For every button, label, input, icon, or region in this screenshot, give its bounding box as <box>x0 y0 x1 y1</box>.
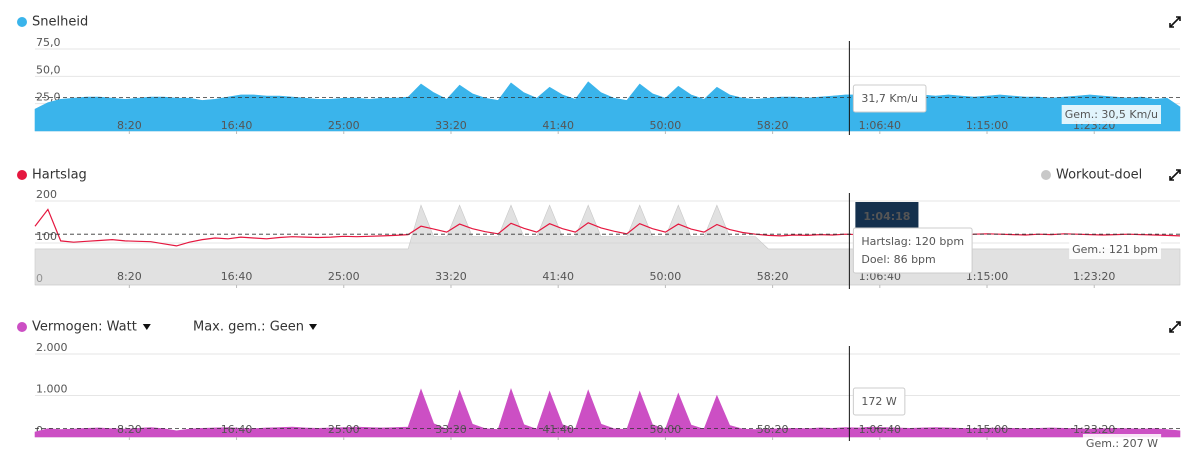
legend-label[interactable]: Vermogen: Watt <box>32 320 137 335</box>
average-box <box>1082 434 1162 453</box>
expand-icon[interactable] <box>1169 16 1181 28</box>
area-series <box>34 387 1181 438</box>
x-tick-label: 1:15:00 <box>966 423 1008 436</box>
x-tick-label: 50:00 <box>650 119 682 132</box>
y-tick-label: 100 <box>36 230 57 243</box>
legend-dot <box>17 17 27 27</box>
x-tick-label: 16:40 <box>221 270 253 283</box>
tooltip-text: Hartslag: 120 bpm <box>861 235 964 248</box>
x-tick-label: 8:20 <box>117 270 142 283</box>
x-tick-label: 33:20 <box>435 270 467 283</box>
x-tick-label: 25:00 <box>328 423 360 436</box>
tooltip-box <box>852 387 906 416</box>
selector-label[interactable]: Max. gem.: Geen <box>193 320 304 335</box>
average-box <box>1061 105 1161 124</box>
legend-dot <box>17 322 27 332</box>
y-tick-label: 25,0 <box>36 91 61 104</box>
legend-label: Hartslag <box>32 168 87 183</box>
tooltip-box <box>852 227 973 274</box>
cursor-time: 1:04:18 <box>863 210 910 223</box>
x-tick-label: 1:23:20 <box>1073 270 1115 283</box>
y-tick-label: 50,0 <box>36 63 61 76</box>
x-tick-label: 16:40 <box>221 119 253 132</box>
tooltip-text: 172 W <box>861 395 896 408</box>
x-tick-label: 1:15:00 <box>966 270 1008 283</box>
x-tick-label: 1:15:00 <box>966 119 1008 132</box>
expand-icon[interactable] <box>1169 169 1181 181</box>
x-tick-label: 58:20 <box>757 119 789 132</box>
y-tick-label: 0 <box>36 424 43 437</box>
dropdown-arrow[interactable] <box>309 324 318 330</box>
x-tick-label: 41:40 <box>542 119 574 132</box>
area-series <box>34 204 1181 286</box>
y-tick-label: 1.000 <box>36 383 68 396</box>
average-label: Gem.: 121 bpm <box>1072 243 1158 256</box>
x-tick-label: 1:06:40 <box>859 119 901 132</box>
tooltip-text: Doel: 86 bpm <box>861 253 935 266</box>
average-label: Gem.: 30,5 Km/u <box>1065 108 1158 121</box>
legend-label: Workout-doel <box>1056 168 1142 183</box>
tooltip-text: 31,7 Km/u <box>861 92 918 105</box>
x-tick-label: 8:20 <box>117 119 142 132</box>
legend-label: Snelheid <box>32 15 88 30</box>
x-tick-label: 41:40 <box>542 270 574 283</box>
x-tick-label: 50:00 <box>650 423 682 436</box>
x-tick-label: 1:23:20 <box>1073 423 1115 436</box>
y-tick-label: 2.000 <box>36 341 68 354</box>
x-tick-label: 25:00 <box>328 119 360 132</box>
area-series <box>34 81 1181 132</box>
dropdown-arrow[interactable] <box>142 324 151 330</box>
x-tick-label: 33:20 <box>435 423 467 436</box>
average-label: Gem.: 207 W <box>1086 437 1158 450</box>
x-tick-label: 1:06:40 <box>859 423 901 436</box>
expand-icon[interactable] <box>1169 321 1181 333</box>
legend-dot <box>1041 170 1051 180</box>
x-tick-label: 16:40 <box>221 423 253 436</box>
y-tick-label: 200 <box>36 188 57 201</box>
y-tick-label: 75,0 <box>36 36 61 49</box>
x-tick-label: 8:20 <box>117 423 142 436</box>
average-box <box>1069 240 1161 259</box>
cursor-time-box <box>855 202 919 231</box>
x-tick-label: 25:00 <box>328 270 360 283</box>
x-tick-label: 41:40 <box>542 423 574 436</box>
x-tick-label: 58:20 <box>757 423 789 436</box>
x-tick-label: 33:20 <box>435 119 467 132</box>
x-tick-label: 58:20 <box>757 270 789 283</box>
x-tick-label: 50:00 <box>650 270 682 283</box>
tooltip-box <box>852 84 927 113</box>
legend-dot <box>17 170 27 180</box>
